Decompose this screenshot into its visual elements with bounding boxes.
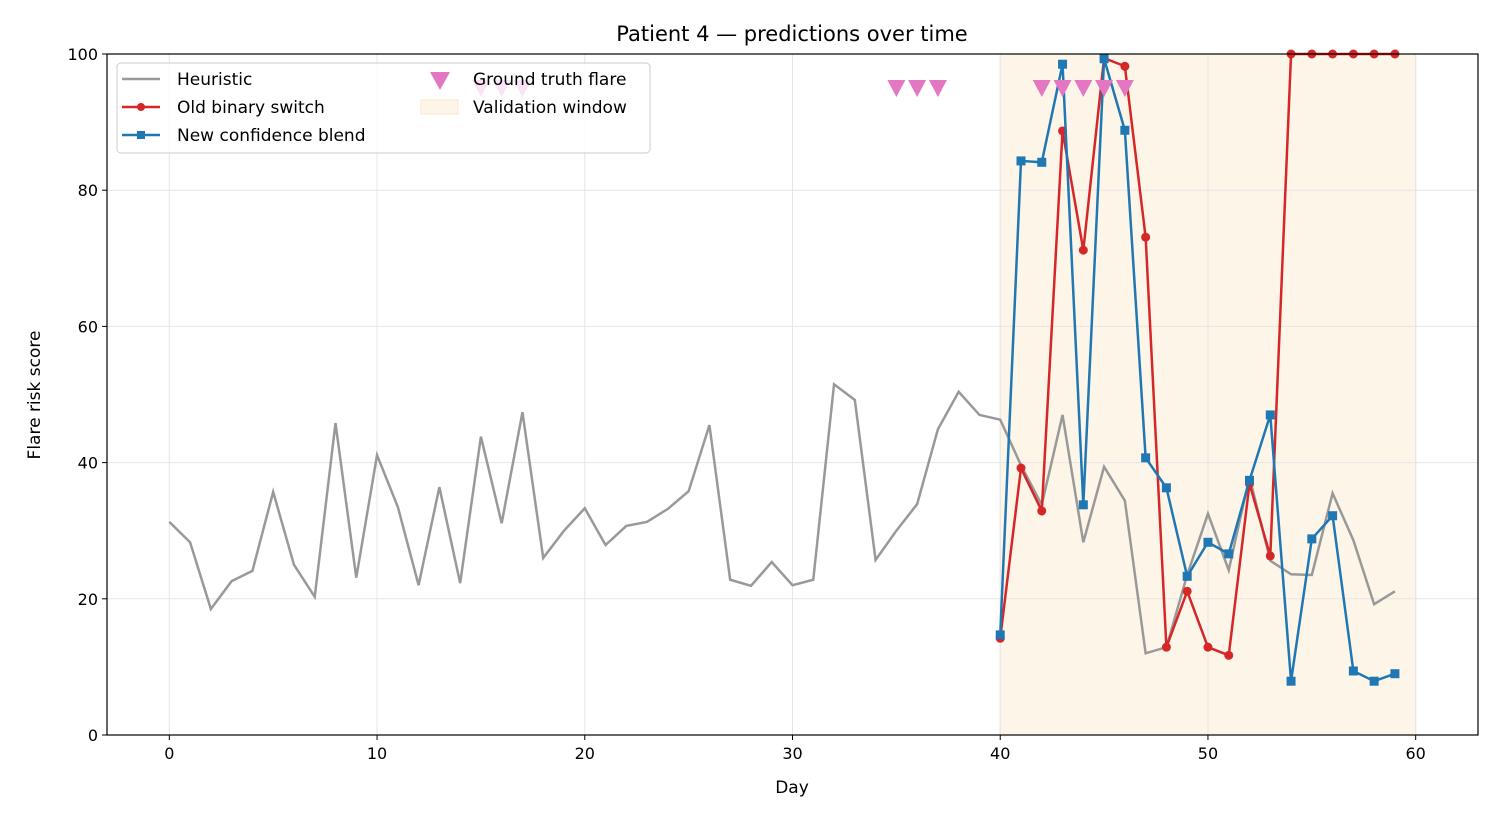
data-point [1328, 511, 1338, 521]
x-tick-label: 20 [575, 744, 595, 763]
legend-gt: Ground truth flare [473, 70, 626, 90]
data-point [1182, 571, 1192, 581]
data-point [1016, 156, 1026, 166]
legend-heuristic: Heuristic [177, 70, 252, 90]
data-point [1224, 650, 1234, 660]
ground-truth-marker [1095, 80, 1114, 98]
data-point [1286, 676, 1296, 686]
data-point [1120, 125, 1130, 135]
data-point [1161, 642, 1171, 652]
data-point [1078, 500, 1088, 510]
legend-old: Old binary switch [177, 98, 325, 118]
x-tick-label: 50 [1198, 744, 1218, 763]
y-tick-label: 80 [78, 181, 98, 200]
data-point [1369, 676, 1379, 686]
data-point [1141, 453, 1151, 463]
legend-old-marker [137, 103, 145, 111]
legend-new-marker [137, 131, 145, 139]
ground-truth-marker [887, 80, 906, 98]
x-tick-label: 40 [990, 744, 1010, 763]
x-tick-label: 60 [1406, 744, 1426, 763]
data-point [995, 630, 1005, 640]
ground-truth-marker [1074, 80, 1093, 98]
plot-frame [106, 53, 1479, 736]
y-tick-label: 0 [88, 726, 98, 745]
series-line-0 [168, 381, 1396, 655]
data-point [1058, 59, 1068, 69]
data-point [1099, 54, 1109, 64]
data-point [1037, 157, 1047, 167]
y-tick-label: 100 [67, 45, 98, 64]
data-point [1348, 666, 1358, 676]
legend-gt-marker [430, 72, 450, 90]
ground-truth-marker [908, 80, 927, 98]
x-tick-label: 30 [782, 744, 802, 763]
ground-truth-marker [928, 80, 947, 98]
data-point [1037, 506, 1047, 516]
x-axis-label: Day [775, 778, 809, 798]
data-point [1203, 642, 1213, 652]
y-tick-label: 20 [78, 590, 98, 609]
chart-title: Patient 4 — predictions over time [616, 22, 967, 46]
legend-new: New confidence blend [177, 126, 366, 146]
ground-truth-marker [1032, 80, 1051, 98]
x-tick-label: 10 [367, 744, 387, 763]
data-point [1141, 232, 1151, 242]
data-point [1078, 245, 1088, 255]
data-point [1265, 410, 1275, 420]
legend-box [116, 62, 651, 154]
data-point [1182, 586, 1192, 596]
data-point [1203, 537, 1213, 547]
data-point [1390, 669, 1400, 679]
y-tick-label: 40 [78, 454, 98, 473]
data-point [1161, 483, 1171, 493]
y-tick-label: 60 [78, 317, 98, 336]
data-point [1265, 551, 1275, 561]
x-tick-label: 0 [164, 744, 174, 763]
ground-truth-marker [1115, 80, 1134, 98]
data-point [1307, 534, 1317, 544]
legend: Heuristic Old binary switch New confiden… [116, 62, 651, 154]
legend-window-swatch [420, 99, 459, 115]
data-point [1120, 61, 1130, 71]
data-point [1016, 463, 1026, 473]
ground-truth-marker [1053, 80, 1072, 98]
y-axis-label: Flare risk score [25, 331, 45, 460]
legend-window: Validation window [473, 98, 627, 118]
data-point [1224, 549, 1234, 559]
data-point [1245, 475, 1254, 485]
